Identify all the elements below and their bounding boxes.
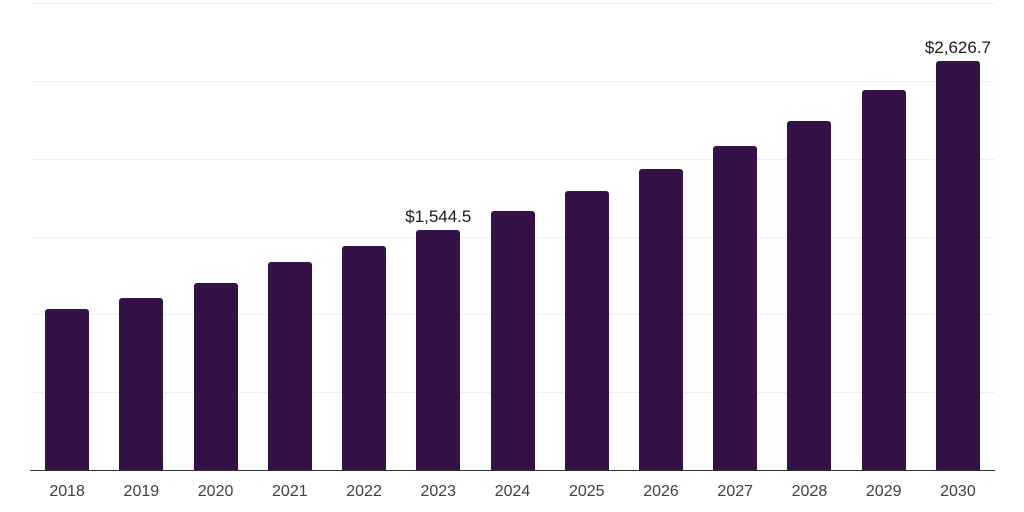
x-tick-label-2028: 2028 [791,483,828,500]
x-tick-label-2020: 2020 [197,483,234,500]
bar-slot-2025 [550,3,624,470]
bar-slot-2028 [772,3,846,470]
bar-value-label-2030: $2,626.7 [924,38,992,58]
bar-2025 [564,191,609,470]
x-tick-label-2024: 2024 [494,483,531,500]
bar-2027 [713,146,758,470]
x-tick-label-2021: 2021 [272,483,308,500]
x-tick-label-2029: 2029 [865,483,902,500]
bar-2030 [935,61,980,470]
bar-2029 [861,90,906,470]
x-tick-label-2027: 2027 [717,483,754,500]
bar-2028 [787,120,832,470]
gridline-2000 [30,158,995,160]
bar-slot-2027 [698,3,772,470]
bar-2023 [416,229,461,470]
x-tick-label-2019: 2019 [123,483,160,500]
bar-2022 [342,245,387,470]
bar-slot-2023: $1,544.5 [401,3,475,470]
bar-slot-2024 [475,3,549,470]
x-tick-label-2018: 2018 [49,483,85,500]
x-axis-line [30,469,995,471]
bar-2026 [638,168,683,470]
x-axis-labels: 2018 2019 2020 2021 2022 2023 2024 2025 2026 2027… [30,483,995,501]
gridline-3000 [30,3,995,4]
x-tick-label-2030: 2030 [940,483,976,500]
bar-value-label-2023: $1,544.5 [405,206,472,226]
bar-slot-2022 [327,3,401,470]
bar-2024 [490,210,535,470]
bar-slot-2021 [253,3,327,470]
bar-2021 [267,262,312,470]
bar-slot-2018 [30,3,104,470]
x-tick-label-2023: 2023 [420,483,457,500]
bars-layer: $1,544.5 $2,626.7 [30,3,995,470]
plot-area: $1,544.5 $2,626.7 [30,3,995,471]
gridline-2500 [30,80,995,82]
x-tick-label-2026: 2026 [643,483,679,500]
bar-slot-2019 [104,3,178,470]
bar-2018 [45,308,90,470]
bar-2020 [193,283,238,470]
bar-slot-2026 [624,3,698,470]
bar-slot-2029 [847,3,921,470]
bar-slot-2020 [178,3,252,470]
x-tick-label-2022: 2022 [346,483,382,500]
x-tick-label-2025: 2025 [568,483,605,500]
bar-slot-2030: $2,626.7 [921,3,995,470]
bar-2019 [119,298,164,470]
